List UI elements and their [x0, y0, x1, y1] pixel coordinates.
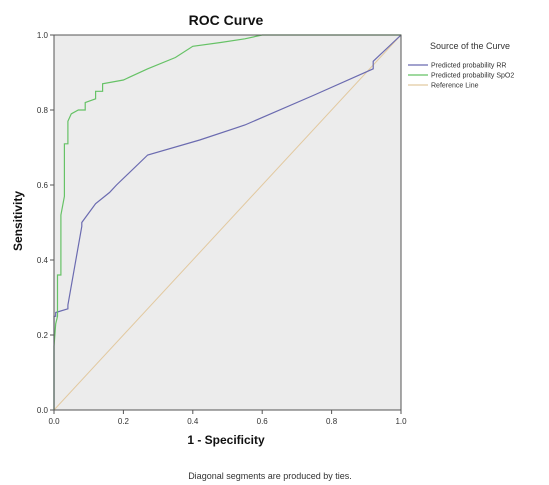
plot-frame [53, 34, 402, 411]
x-tick-label: 0.2 [118, 417, 130, 426]
y-tick-label: 0.4 [37, 256, 49, 265]
legend-label-reference-line: Reference Line [431, 83, 479, 90]
y-axis-label: Sensitivity [11, 191, 25, 251]
series-line-reference-line [53, 34, 402, 411]
series-line-predicted-probability-rr [53, 34, 402, 410]
x-tick-label: 1.0 [395, 417, 407, 426]
footnote: Diagonal segments are produced by ties. [188, 471, 352, 481]
chart-title: ROC Curve [189, 12, 264, 28]
y-tick-label: 1.0 [37, 31, 49, 40]
legend-label-predicted-probability-rr: Predicted probability RR [431, 63, 506, 70]
legend-title: Source of the Curve [430, 41, 510, 51]
x-tick-label: 0.6 [257, 417, 269, 426]
legend-label-predicted-probability-spo2: Predicted probability SpO2 [431, 73, 514, 80]
x-tick-label: 0.4 [187, 417, 199, 426]
y-tick-label: 0.6 [37, 181, 49, 190]
legend: Predicted probability RR Predicted probab… [408, 63, 514, 90]
y-tick-label: 0.0 [37, 406, 49, 415]
y-tick-label: 0.8 [37, 106, 49, 115]
x-axis-label: 1 - Specificity [187, 433, 265, 447]
y-tick-label: 0.2 [37, 331, 49, 340]
x-tick-label: 0.8 [326, 417, 338, 426]
x-tick-label: 0.0 [48, 417, 60, 426]
series-line-predicted-probability-spo2 [53, 34, 401, 410]
